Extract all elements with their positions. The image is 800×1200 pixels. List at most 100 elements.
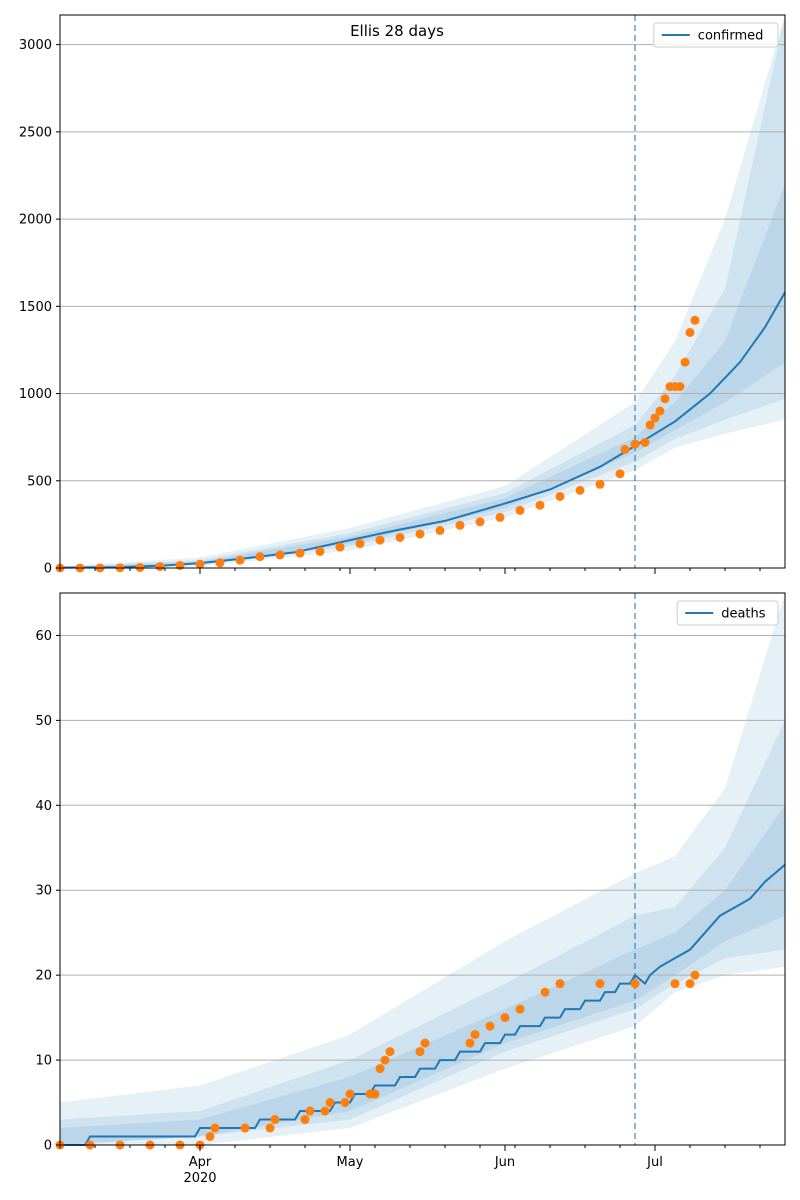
deaths-observed-point xyxy=(240,1123,250,1133)
deaths-observed-point xyxy=(385,1047,395,1057)
deaths-xtick-label: Apr xyxy=(189,1155,212,1170)
confirmed-observed-point xyxy=(535,500,545,510)
deaths-xtick-sublabel: 2020 xyxy=(183,1171,216,1186)
confirmed-observed-point xyxy=(575,485,585,495)
confirmed-observed-point xyxy=(315,546,325,556)
confirmed-observed-point xyxy=(555,491,565,501)
confirmed-band-0 xyxy=(60,15,785,568)
deaths-observed-point xyxy=(205,1132,215,1142)
confirmed-model-line xyxy=(59,291,786,569)
confirmed-observed-point xyxy=(455,520,465,530)
confirmed-observed-point xyxy=(690,315,700,325)
confirmed-x-axis xyxy=(59,568,761,574)
confirmed-observed-point xyxy=(495,512,505,522)
confirmed-observed-point xyxy=(630,439,640,449)
confirmed-observed-point xyxy=(275,550,285,560)
deaths-observed-point xyxy=(555,979,565,989)
confirmed-observed-point xyxy=(615,469,625,479)
deaths-observed-point xyxy=(370,1089,380,1099)
deaths-lines xyxy=(60,593,786,1146)
confirmed-observed-point xyxy=(375,535,385,545)
deaths-xtick-label: Jul xyxy=(646,1155,663,1170)
confirmed-ytick-label: 1500 xyxy=(19,300,52,315)
deaths-observed-point xyxy=(630,979,640,989)
deaths-observed-point xyxy=(320,1106,330,1116)
deaths-legend-box xyxy=(676,600,779,626)
deaths-ytick-label: 0 xyxy=(44,1139,52,1154)
confirmed-ytick-label: 3000 xyxy=(19,38,52,53)
confirmed-observed-point xyxy=(175,560,185,570)
deaths-xtick-label: Jun xyxy=(494,1155,515,1170)
confirmed-interval-bands xyxy=(60,15,785,568)
confirmed-observed-point xyxy=(655,406,665,416)
deaths-observed-point xyxy=(270,1115,280,1125)
deaths-interval-bands xyxy=(60,593,785,1145)
deaths-observed-point xyxy=(465,1038,475,1048)
confirmed-observed-point xyxy=(235,555,245,565)
confirmed-ytick-label: 0 xyxy=(44,562,52,577)
confirmed-lines xyxy=(59,15,786,569)
confirmed-observed-point xyxy=(650,413,660,423)
deaths-observed-point xyxy=(540,987,550,997)
confirmed-observed-point xyxy=(435,525,445,535)
confirmed-observed-point xyxy=(515,505,525,515)
confirmed-observed-point xyxy=(415,529,425,539)
confirmed-legend: confirmed xyxy=(653,22,779,48)
confirmed-observed-point xyxy=(660,394,670,404)
deaths-legend: deaths xyxy=(676,600,779,626)
confirmed-observed-point xyxy=(335,542,345,552)
confirmed-observed-point xyxy=(215,558,225,568)
deaths-observed-point xyxy=(515,1004,525,1014)
confirmed-ytick-label: 2000 xyxy=(19,213,52,228)
chart-title: Ellis 28 days xyxy=(350,22,444,40)
confirmed-observed-point xyxy=(680,357,690,367)
confirmed-axes-frame xyxy=(59,14,786,569)
confirmed-observed-point xyxy=(155,562,165,572)
confirmed-observed-point xyxy=(595,479,605,489)
confirmed-legend-label: confirmed xyxy=(698,29,764,44)
confirmed-observed-point xyxy=(295,548,305,558)
deaths-observed-point xyxy=(485,1021,495,1031)
deaths-observed-point xyxy=(415,1047,425,1057)
deaths-observed-point xyxy=(380,1055,390,1065)
confirmed-observed-point xyxy=(620,444,630,454)
deaths-ytick-label: 30 xyxy=(35,884,52,899)
deaths-ytick-label: 50 xyxy=(35,714,52,729)
deaths-observed-points xyxy=(55,970,700,1150)
deaths-observed-point xyxy=(345,1089,355,1099)
confirmed-ytick-label: 2500 xyxy=(19,125,52,140)
deaths-observed-point xyxy=(300,1115,310,1125)
confirmed-y-axis: 0 500 1000 1500 2000 2500 3000 xyxy=(19,38,60,577)
deaths-observed-point xyxy=(305,1106,315,1116)
deaths-observed-point xyxy=(210,1123,220,1133)
deaths-observed-point xyxy=(690,970,700,980)
confirmed-observed-point xyxy=(645,420,655,430)
deaths-observed-point xyxy=(340,1098,350,1108)
confirmed-observed-point xyxy=(255,552,265,562)
deaths-observed-point xyxy=(420,1038,430,1048)
deaths-ytick-label: 10 xyxy=(35,1054,52,1069)
deaths-legend-label: deaths xyxy=(721,607,766,622)
deaths-band-0 xyxy=(60,593,785,1145)
deaths-observed-point xyxy=(375,1064,385,1074)
deaths-model-line xyxy=(60,863,786,1146)
confirmed-observed-point xyxy=(135,562,145,572)
deaths-ytick-label: 60 xyxy=(35,629,52,644)
confirmed-observed-point xyxy=(475,517,485,527)
deaths-observed-point xyxy=(670,979,680,989)
confirmed-observed-point xyxy=(355,539,365,549)
deaths-ytick-label: 20 xyxy=(35,969,52,984)
confirmed-observed-point xyxy=(395,532,405,542)
confirmed-panel: 0 500 1000 1500 2000 2500 3000 confirmed xyxy=(19,14,786,577)
deaths-y-axis: 0 10 20 30 40 50 60 xyxy=(35,629,60,1154)
deaths-observed-point xyxy=(500,1013,510,1023)
deaths-observed-point xyxy=(595,979,605,989)
confirmed-observed-point xyxy=(675,382,685,392)
deaths-observed-point xyxy=(470,1030,480,1040)
confirmed-ytick-label: 500 xyxy=(27,474,52,489)
deaths-ytick-label: 40 xyxy=(35,799,52,814)
deaths-axes-frame xyxy=(59,592,786,1146)
